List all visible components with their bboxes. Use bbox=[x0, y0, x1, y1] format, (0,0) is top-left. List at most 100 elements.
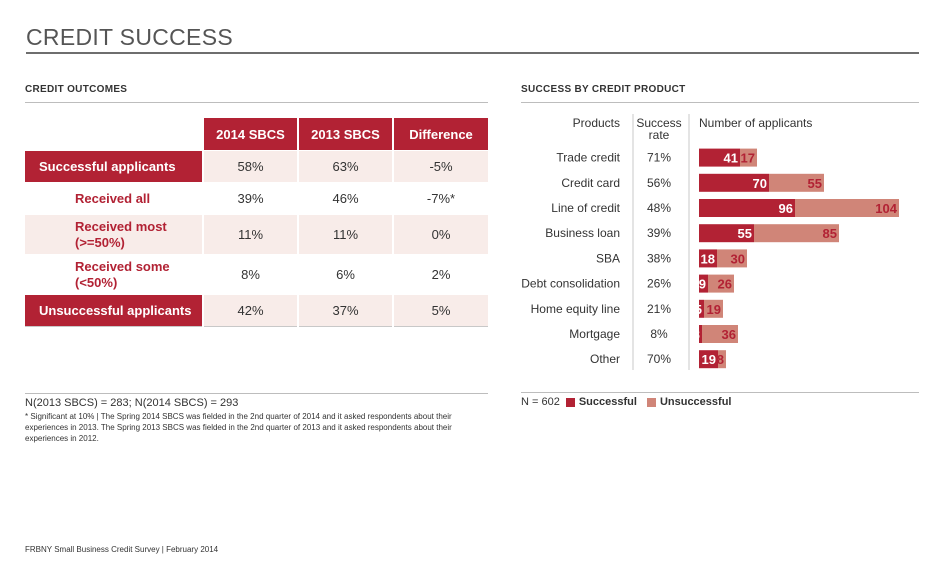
table-cell: 11% bbox=[297, 214, 393, 255]
bar-successful bbox=[699, 224, 754, 243]
bar-unsuccessful bbox=[708, 274, 734, 293]
success-rate-value: 56% bbox=[647, 176, 671, 190]
category-label: Business loan bbox=[545, 226, 620, 240]
data-label-successful: 96 bbox=[779, 201, 793, 216]
success-rate-value: 39% bbox=[647, 226, 671, 240]
bar-successful bbox=[699, 299, 704, 318]
bar-unsuccessful bbox=[718, 350, 726, 369]
products-header: Products bbox=[573, 116, 620, 130]
table-cell: 46% bbox=[297, 182, 393, 215]
category-label: Mortgage bbox=[569, 327, 620, 341]
table-cell: 0% bbox=[392, 214, 488, 255]
table-cell: 37% bbox=[297, 294, 393, 327]
credit-outcomes-table: 2014 SBCS 2013 SBCS Difference Successfu… bbox=[25, 118, 488, 327]
data-label-unsuccessful: 36 bbox=[722, 327, 736, 342]
table-cell: 39% bbox=[202, 182, 298, 215]
bar-unsuccessful bbox=[702, 325, 738, 343]
data-label-unsuccessful: 104 bbox=[875, 201, 897, 216]
table-cell: 5% bbox=[392, 294, 488, 327]
table-cell: -5% bbox=[392, 150, 488, 183]
data-label-unsuccessful: 26 bbox=[718, 277, 732, 292]
category-label: Debt consolidation bbox=[521, 277, 620, 291]
data-label-successful: 5 bbox=[695, 302, 702, 317]
bar-successful bbox=[699, 199, 795, 217]
legend-divider bbox=[521, 392, 919, 393]
bar-unsuccessful bbox=[795, 199, 899, 217]
category-label: Other bbox=[590, 352, 620, 366]
table-corner bbox=[25, 118, 203, 151]
category-label: Credit card bbox=[561, 176, 620, 190]
category-label: SBA bbox=[596, 251, 620, 265]
legend-swatch-successful bbox=[565, 397, 575, 407]
legend-label-unsuccessful: Unsuccessful bbox=[659, 396, 732, 408]
bar-unsuccessful bbox=[769, 173, 824, 192]
row-label: Received most (>=50%) bbox=[25, 214, 203, 255]
table-cell: 42% bbox=[202, 294, 298, 327]
bar-successful bbox=[699, 274, 708, 293]
row-label: Received all bbox=[75, 190, 151, 206]
row-label: Received some (<50%) bbox=[75, 258, 170, 290]
credit-outcomes-divider bbox=[25, 102, 488, 103]
success-rate-value: 21% bbox=[647, 302, 671, 316]
bar-unsuccessful bbox=[704, 299, 723, 318]
data-label-unsuccessful: 8 bbox=[717, 352, 724, 367]
success-rate-value: 26% bbox=[647, 277, 671, 291]
success-rate-value: 70% bbox=[647, 352, 671, 366]
chart-legend: N = 602 Successful Unsuccessful bbox=[521, 392, 919, 408]
success-rate-value: 38% bbox=[647, 251, 671, 265]
bar-unsuccessful bbox=[754, 224, 839, 243]
table-row: Received all 39% 46% -7%* bbox=[25, 182, 488, 215]
notes-divider bbox=[25, 393, 488, 394]
table-row: Successful applicants 58% 63% -5% bbox=[25, 150, 488, 183]
success-rate-value: 8% bbox=[650, 327, 668, 341]
data-label-unsuccessful: 55 bbox=[808, 176, 822, 191]
success-rate-header: Success bbox=[636, 116, 681, 130]
column-header: 2014 SBCS bbox=[202, 118, 298, 151]
data-label-unsuccessful: 85 bbox=[823, 226, 837, 241]
legend-label-successful: Successful bbox=[578, 396, 637, 408]
footnote: * Significant at 10% | The Spring 2014 S… bbox=[25, 412, 452, 443]
success-rate-header: rate bbox=[649, 128, 670, 142]
table-cell: 58% bbox=[202, 150, 298, 183]
table-cell: 8% bbox=[202, 254, 298, 295]
data-label-unsuccessful: 17 bbox=[741, 151, 755, 166]
bar-successful bbox=[699, 148, 740, 167]
page-title: CREDIT SUCCESS bbox=[26, 24, 233, 50]
legend-swatch-unsuccessful bbox=[646, 397, 656, 407]
table-cell: 6% bbox=[297, 254, 393, 295]
table-row: Received some (<50%) 8% 6% 2% bbox=[25, 254, 488, 295]
data-label-successful: 9 bbox=[699, 277, 706, 292]
page-footer: FRBNY Small Business Credit Survey | Feb… bbox=[25, 545, 219, 554]
data-label-successful: 19 bbox=[702, 352, 716, 367]
bar-successful bbox=[699, 249, 717, 268]
row-label: Unsuccessful applicants bbox=[25, 294, 203, 327]
table-cell: 2% bbox=[392, 254, 488, 295]
category-label: Trade credit bbox=[556, 151, 620, 165]
bar-unsuccessful bbox=[717, 249, 747, 268]
column-header: 2013 SBCS bbox=[297, 118, 393, 151]
row-label: Successful applicants bbox=[25, 150, 203, 183]
column-header: Difference bbox=[392, 118, 488, 151]
table-row: Received most (>=50%) 11% 11% 0% bbox=[25, 214, 488, 255]
table-cell: 63% bbox=[297, 150, 393, 183]
data-label-unsuccessful: 19 bbox=[707, 302, 721, 317]
table-cell: 11% bbox=[202, 214, 298, 255]
data-label-unsuccessful: 30 bbox=[731, 251, 745, 266]
applicants-header: Number of applicants bbox=[699, 116, 812, 130]
data-label-successful: 41 bbox=[724, 151, 738, 166]
chart-sample-size: N = 602 bbox=[521, 396, 560, 408]
category-label: Home equity line bbox=[531, 302, 621, 316]
bar-successful bbox=[699, 350, 718, 369]
title-divider bbox=[26, 52, 919, 54]
bar-successful bbox=[699, 325, 702, 343]
data-label-successful: 18 bbox=[701, 251, 715, 266]
bar-unsuccessful bbox=[740, 148, 757, 167]
sample-size-note: N(2013 SBCS) = 283; N(2014 SBCS) = 293 bbox=[25, 397, 239, 409]
category-label: Line of credit bbox=[551, 201, 620, 215]
credit-outcomes-heading: CREDIT OUTCOMES bbox=[25, 84, 128, 95]
success-rate-value: 48% bbox=[647, 201, 671, 215]
table-row: Unsuccessful applicants 42% 37% 5% bbox=[25, 294, 488, 327]
success-rate-value: 71% bbox=[647, 151, 671, 165]
data-label-successful: 3 bbox=[693, 327, 700, 342]
